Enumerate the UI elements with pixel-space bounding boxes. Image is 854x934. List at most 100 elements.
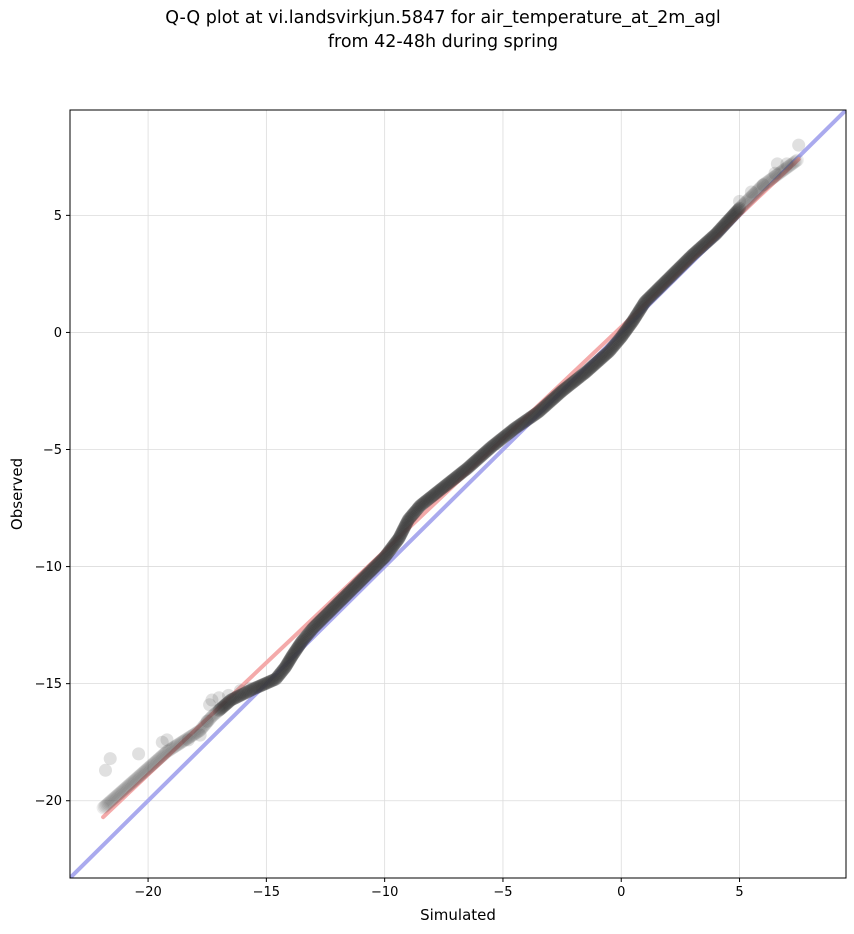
quantile-point bbox=[533, 404, 547, 418]
quantile-point bbox=[734, 200, 748, 214]
quantile-point bbox=[265, 674, 279, 688]
quantile-point bbox=[216, 700, 230, 714]
outlier-point bbox=[768, 166, 782, 180]
quantile-point bbox=[109, 789, 123, 803]
quantile-point bbox=[188, 727, 202, 741]
quantile-point bbox=[319, 608, 333, 622]
quantile-point bbox=[498, 429, 512, 443]
quantile-point bbox=[260, 676, 274, 690]
quantile-point bbox=[660, 273, 674, 287]
quantile-point bbox=[277, 662, 291, 676]
quantile-point bbox=[509, 421, 523, 435]
quantile-point bbox=[459, 462, 473, 476]
quantile-point bbox=[516, 416, 530, 430]
quantile-point bbox=[233, 689, 247, 703]
quantile-point bbox=[566, 375, 580, 389]
quantile-point bbox=[424, 490, 438, 504]
quantile-point bbox=[524, 411, 538, 425]
quantile-point bbox=[786, 156, 800, 170]
quantile-point bbox=[273, 667, 287, 681]
quantile-point bbox=[371, 557, 385, 571]
quantile-point bbox=[231, 689, 245, 703]
quantile-point bbox=[393, 529, 407, 543]
quantile-point bbox=[192, 724, 206, 738]
quantile-point bbox=[176, 734, 190, 748]
quantile-point bbox=[262, 675, 276, 689]
quantile-point bbox=[597, 349, 610, 363]
quantile-point bbox=[200, 716, 214, 730]
quantile-point bbox=[158, 747, 172, 761]
quantile-point bbox=[649, 284, 663, 298]
quantile-point bbox=[473, 450, 487, 464]
quantile-point bbox=[401, 514, 415, 528]
quantile-point bbox=[177, 734, 191, 748]
quantile-point bbox=[716, 219, 730, 233]
quantile-point bbox=[673, 260, 687, 274]
quantile-point bbox=[285, 649, 299, 663]
quantile-point bbox=[689, 245, 703, 259]
quantile-point bbox=[755, 179, 769, 193]
quantile-point bbox=[118, 782, 132, 796]
quantile-point bbox=[694, 241, 707, 255]
quantile-point bbox=[345, 583, 359, 597]
quantile-point bbox=[349, 578, 363, 592]
quantile-point bbox=[489, 436, 503, 450]
quantile-point bbox=[165, 741, 179, 755]
quantile-point bbox=[308, 619, 322, 633]
quantile-point bbox=[550, 388, 564, 402]
quantile-point bbox=[744, 190, 758, 204]
quantile-point bbox=[759, 176, 773, 190]
quantile-point bbox=[212, 703, 226, 717]
quantile-point bbox=[414, 498, 428, 512]
quantile-point bbox=[449, 470, 463, 484]
quantile-point bbox=[398, 519, 412, 533]
quantile-point bbox=[320, 607, 334, 621]
quantile-point bbox=[426, 489, 440, 503]
quantile-point bbox=[635, 299, 649, 313]
quantile-point bbox=[217, 699, 231, 713]
quantile-point bbox=[312, 615, 326, 629]
quantile-point bbox=[504, 424, 518, 438]
quantile-point bbox=[526, 409, 540, 423]
quantile-point bbox=[578, 366, 592, 380]
quantile-point bbox=[289, 643, 303, 657]
quantile-point bbox=[648, 285, 662, 299]
quantile-point bbox=[250, 680, 264, 694]
quantile-point bbox=[531, 405, 545, 419]
quantile-point bbox=[525, 410, 539, 424]
quantile-point bbox=[395, 524, 409, 538]
quantile-point bbox=[559, 381, 573, 395]
quantile-point bbox=[628, 311, 642, 325]
quantile-point bbox=[614, 330, 628, 344]
quantile-point bbox=[674, 259, 688, 273]
quantile-point bbox=[563, 378, 577, 392]
chart-title-line-2: from 42-48h during spring bbox=[327, 32, 559, 52]
quantile-point bbox=[739, 195, 753, 209]
quantile-point bbox=[412, 500, 426, 514]
quantile-point bbox=[184, 729, 198, 743]
quantile-point bbox=[455, 465, 469, 479]
quantile-point bbox=[336, 591, 350, 605]
quantile-point bbox=[160, 745, 174, 759]
quantile-point bbox=[387, 538, 401, 552]
quantile-point bbox=[97, 800, 111, 814]
quantile-point bbox=[399, 517, 413, 531]
quantile-point bbox=[610, 335, 624, 349]
outlier-point bbox=[733, 194, 747, 208]
quantile-point bbox=[484, 440, 498, 454]
quantile-point bbox=[298, 631, 312, 645]
quantile-point bbox=[297, 632, 311, 646]
quantile-point bbox=[478, 445, 492, 459]
quantile-point bbox=[465, 457, 479, 471]
quantile-point bbox=[147, 756, 161, 770]
quantile-point bbox=[603, 343, 617, 357]
plot-frame bbox=[69, 109, 847, 879]
quantile-point bbox=[613, 331, 627, 345]
quantile-point bbox=[242, 684, 256, 698]
quantile-point bbox=[378, 550, 392, 564]
quantile-point bbox=[721, 214, 735, 228]
quantile-point bbox=[753, 181, 767, 195]
quantile-point bbox=[279, 659, 293, 673]
quantile-point bbox=[539, 399, 553, 413]
